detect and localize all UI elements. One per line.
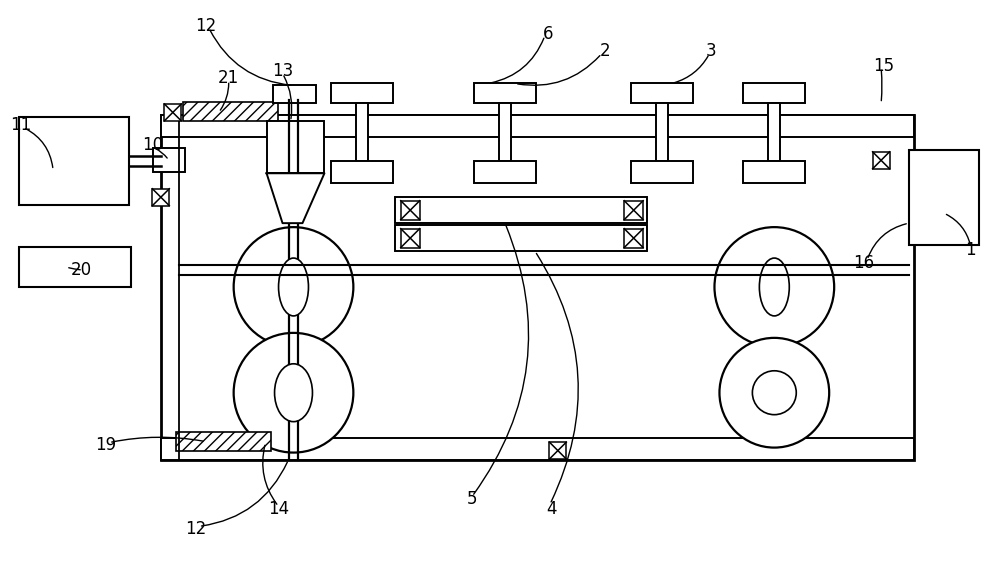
Ellipse shape [275,364,312,421]
Bar [19,247,131,287]
Bar [356,103,368,161]
Bar [161,438,914,459]
Bar [624,201,643,220]
Circle shape [714,227,834,347]
Text: 3: 3 [706,42,717,59]
Bar [152,189,169,206]
Bar [183,102,278,121]
Bar [631,161,693,183]
Circle shape [234,227,353,347]
Circle shape [719,338,829,447]
Bar [161,115,914,459]
Bar [474,161,536,183]
Circle shape [234,333,353,453]
Circle shape [752,371,796,415]
Text: 20: 20 [70,261,92,279]
Text: 16: 16 [854,254,875,272]
Text: 12: 12 [195,16,216,34]
Ellipse shape [279,258,308,316]
Bar [499,103,511,161]
Bar [19,118,129,205]
Bar [768,103,780,161]
Bar [395,225,647,251]
Text: 21: 21 [218,68,239,86]
Text: 6: 6 [543,25,553,42]
Ellipse shape [759,258,789,316]
Bar [331,84,393,103]
Text: 5: 5 [467,490,477,509]
Bar [153,149,185,172]
Bar [176,432,271,450]
Polygon shape [267,173,324,223]
Text: 4: 4 [547,501,557,519]
Bar [401,229,420,247]
Bar [631,84,693,103]
Bar [401,201,420,220]
Text: 1: 1 [966,241,976,259]
Bar [873,152,890,169]
Bar [656,103,668,161]
Text: 11: 11 [11,116,32,134]
Text: 19: 19 [95,436,117,454]
Bar [267,121,324,173]
Text: 2: 2 [599,42,610,59]
Text: 13: 13 [272,62,293,80]
Bar [161,115,914,137]
Bar [474,84,536,103]
Text: 12: 12 [185,520,206,538]
Bar [743,84,805,103]
Bar [624,229,643,247]
Bar [395,197,647,223]
Text: 14: 14 [268,501,289,519]
Bar [909,150,979,245]
Bar [549,442,566,459]
Bar [331,161,393,183]
Text: 15: 15 [873,56,895,75]
Bar [273,85,316,103]
Bar [743,161,805,183]
Bar [164,104,181,121]
Text: 10: 10 [142,136,163,154]
